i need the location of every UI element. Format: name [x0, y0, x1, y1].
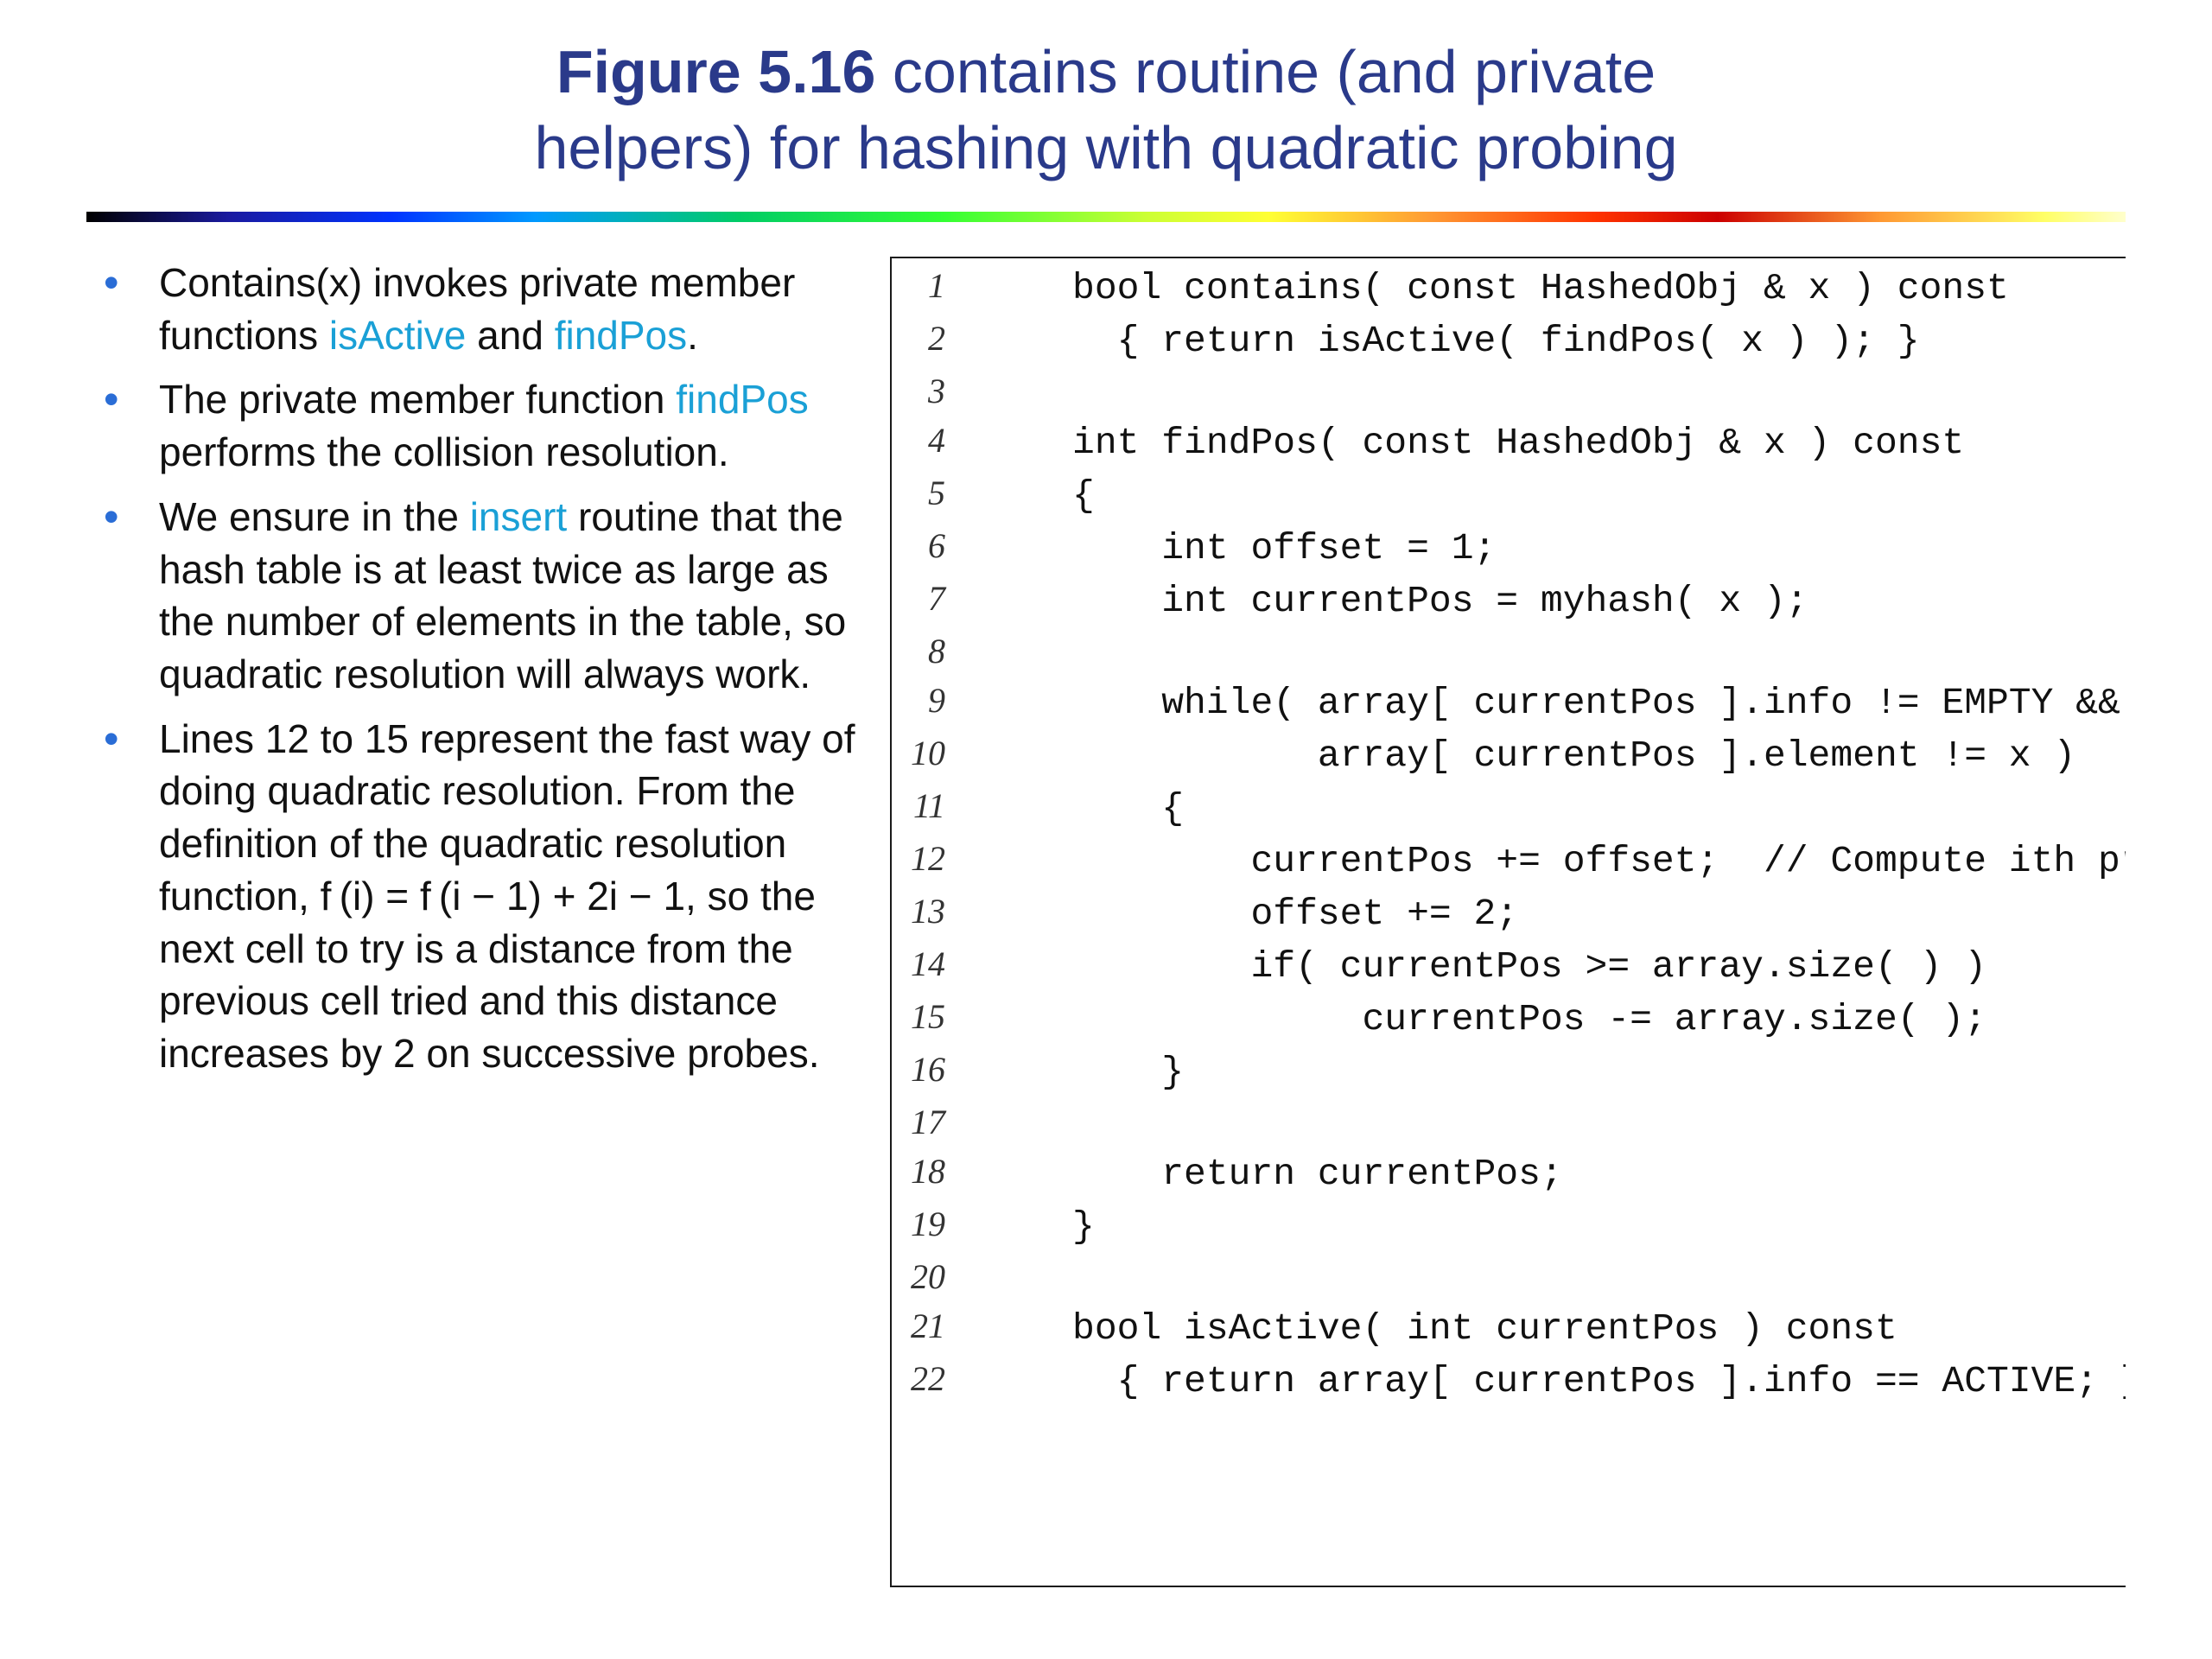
- line-number: 18: [892, 1147, 961, 1200]
- bullet-item: We ensure in the insert routine that the…: [86, 491, 864, 701]
- slide-title: Figure 5.16 contains routine (and privat…: [86, 35, 2126, 186]
- line-number: 4: [892, 416, 961, 469]
- bullet-item: Contains(x) invokes private member funct…: [86, 257, 864, 361]
- line-number: 21: [892, 1302, 961, 1355]
- code-line: 7 int currentPos = myhash( x );: [892, 575, 2126, 627]
- code-line: 1 bool contains( const HashedObj & x ) c…: [892, 262, 2126, 315]
- code-text: currentPos -= array.size( );: [961, 993, 2126, 1046]
- line-number: 16: [892, 1046, 961, 1098]
- code-line: 12 currentPos += offset; // Compute ith …: [892, 835, 2126, 887]
- line-number: 22: [892, 1355, 961, 1408]
- line-number: 7: [892, 575, 961, 627]
- code-line: 13 offset += 2;: [892, 887, 2126, 940]
- code-text: int offset = 1;: [961, 522, 2126, 575]
- code-line: 8: [892, 627, 2126, 677]
- line-number: 12: [892, 835, 961, 887]
- code-text: }: [961, 1200, 2126, 1253]
- keyword-text: insert: [470, 494, 567, 539]
- code-text: if( currentPos >= array.size( ) ): [961, 940, 2126, 993]
- code-line: 19 }: [892, 1200, 2126, 1253]
- code-line: 14 if( currentPos >= array.size( ) ): [892, 940, 2126, 993]
- bullet-text: We ensure in the: [159, 494, 470, 539]
- code-line: 10 array[ currentPos ].element != x ): [892, 729, 2126, 782]
- code-text: while( array[ currentPos ].info != EMPTY…: [961, 677, 2126, 729]
- line-number: 14: [892, 940, 961, 993]
- code-text: currentPos += offset; // Compute ith pro…: [961, 835, 2126, 887]
- code-line: 21 bool isActive( int currentPos ) const: [892, 1302, 2126, 1355]
- code-line: 2 { return isActive( findPos( x ) ); }: [892, 315, 2126, 367]
- line-number: 13: [892, 887, 961, 940]
- code-line: 18 return currentPos;: [892, 1147, 2126, 1200]
- code-text: { return isActive( findPos( x ) ); }: [961, 315, 2126, 367]
- keyword-text: findPos: [676, 377, 808, 422]
- code-line: 3: [892, 367, 2126, 416]
- code-line: 20: [892, 1253, 2126, 1302]
- line-number: 6: [892, 522, 961, 575]
- bullet-text: and: [466, 313, 554, 358]
- bullet-list: Contains(x) invokes private member funct…: [86, 257, 864, 1080]
- code-line: 17: [892, 1098, 2126, 1147]
- bullet-text: Lines 12 to 15 represent the fast way of…: [159, 716, 855, 1076]
- title-line1-rest: contains routine (and private: [875, 38, 1656, 105]
- bullet-text: The private member function: [159, 377, 676, 422]
- code-line: 16 }: [892, 1046, 2126, 1098]
- line-number: 17: [892, 1098, 961, 1147]
- code-line: 9 while( array[ currentPos ].info != EMP…: [892, 677, 2126, 729]
- line-number: 19: [892, 1200, 961, 1253]
- bullets-panel: Contains(x) invokes private member funct…: [86, 257, 864, 1587]
- code-text: return currentPos;: [961, 1147, 2126, 1200]
- code-line: 11 {: [892, 782, 2126, 835]
- bullet-text: .: [687, 313, 698, 358]
- code-text: int findPos( const HashedObj & x ) const: [961, 416, 2126, 469]
- line-number: 20: [892, 1253, 961, 1302]
- slide: Figure 5.16 contains routine (and privat…: [0, 0, 2212, 1659]
- code-panel: 1 bool contains( const HashedObj & x ) c…: [890, 257, 2126, 1587]
- code-text: [961, 367, 2126, 416]
- keyword-text: isActive: [329, 313, 466, 358]
- line-number: 8: [892, 627, 961, 677]
- code-line: 6 int offset = 1;: [892, 522, 2126, 575]
- code-text: { return array[ currentPos ].info == ACT…: [961, 1355, 2126, 1408]
- bullet-item: Lines 12 to 15 represent the fast way of…: [86, 713, 864, 1080]
- slide-body: Contains(x) invokes private member funct…: [86, 257, 2126, 1587]
- line-number: 3: [892, 367, 961, 416]
- line-number: 15: [892, 993, 961, 1046]
- title-figure-label: Figure 5.16: [556, 38, 876, 105]
- code-line: 5 {: [892, 469, 2126, 522]
- code-text: array[ currentPos ].element != x ): [961, 729, 2126, 782]
- code-text: [961, 1253, 2126, 1302]
- line-number: 10: [892, 729, 961, 782]
- code-text: int currentPos = myhash( x );: [961, 575, 2126, 627]
- code-text: offset += 2;: [961, 887, 2126, 940]
- line-number: 1: [892, 262, 961, 315]
- bullet-item: The private member function findPos perf…: [86, 373, 864, 478]
- title-line2: helpers) for hashing with quadratic prob…: [535, 114, 1678, 181]
- code-line: 22 { return array[ currentPos ].info == …: [892, 1355, 2126, 1408]
- bullet-text: performs the collision resolution.: [159, 429, 729, 474]
- code-line: 15 currentPos -= array.size( );: [892, 993, 2126, 1046]
- keyword-text: findPos: [555, 313, 687, 358]
- line-number: 9: [892, 677, 961, 729]
- code-text: {: [961, 782, 2126, 835]
- code-text: bool isActive( int currentPos ) const: [961, 1302, 2126, 1355]
- rainbow-divider: [86, 212, 2126, 222]
- code-text: }: [961, 1046, 2126, 1098]
- code-text: [961, 627, 2126, 677]
- code-text: {: [961, 469, 2126, 522]
- line-number: 2: [892, 315, 961, 367]
- line-number: 11: [892, 782, 961, 835]
- code-line: 4 int findPos( const HashedObj & x ) con…: [892, 416, 2126, 469]
- code-text: bool contains( const HashedObj & x ) con…: [961, 262, 2126, 315]
- line-number: 5: [892, 469, 961, 522]
- code-text: [961, 1098, 2126, 1147]
